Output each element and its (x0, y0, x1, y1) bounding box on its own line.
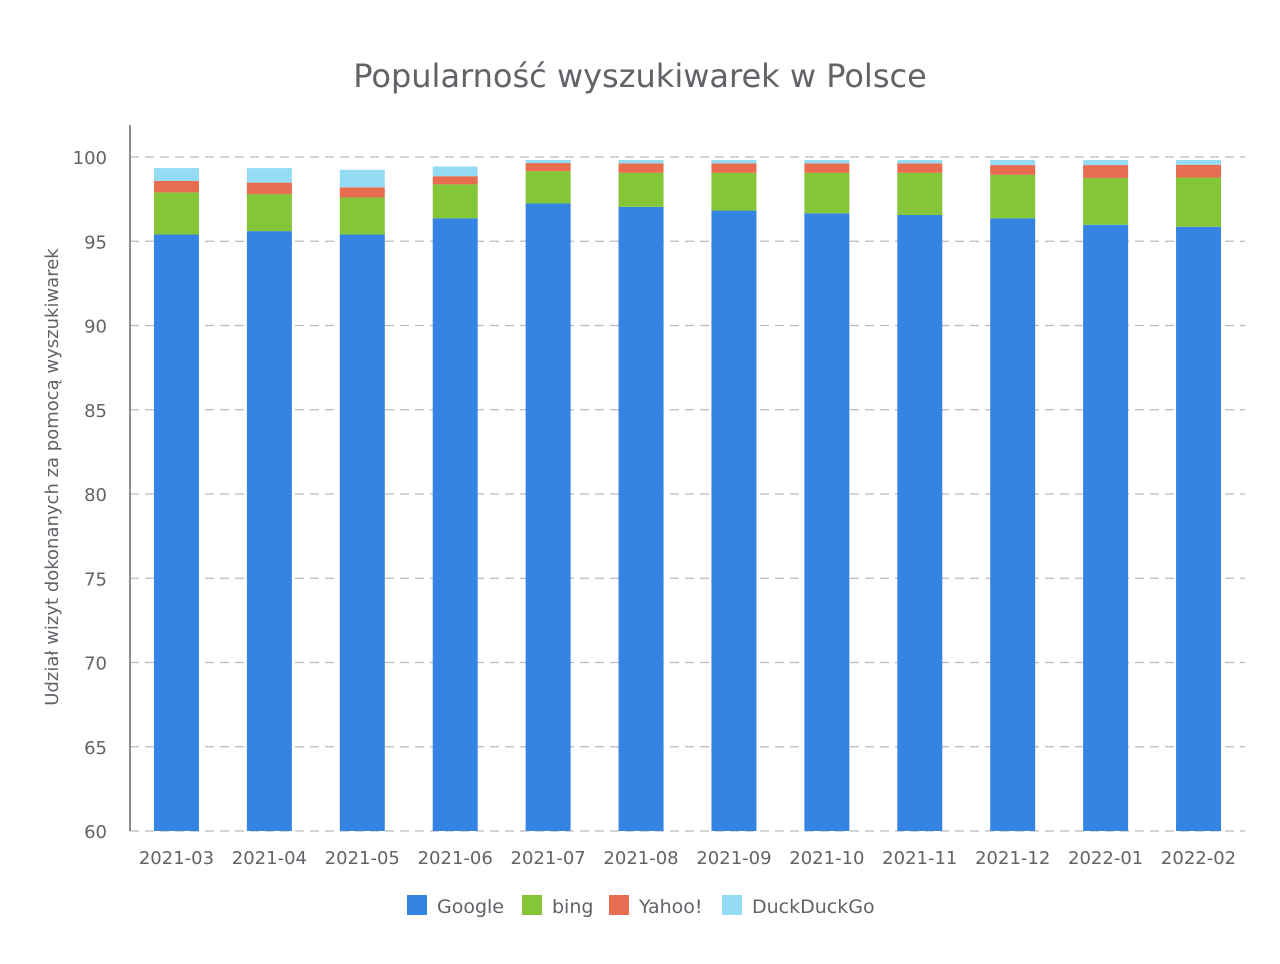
bar-segment-duckduckgo (153, 168, 199, 181)
bar-segment-yahoo (804, 163, 850, 173)
bar-segment-bing (990, 174, 1036, 219)
bar-segment-google (990, 218, 1036, 832)
bar-segment-google (711, 210, 757, 831)
legend-item[interactable]: Google (407, 895, 504, 918)
x-tick-label: 2022-01 (1068, 848, 1143, 869)
legend-item[interactable]: Yahoo! (609, 895, 703, 918)
bar-segment-google (246, 231, 292, 831)
legend-item[interactable]: bing (522, 895, 593, 918)
bar-segment-yahoo (246, 182, 292, 195)
bar-segment-bing (618, 172, 664, 207)
bar-segment-bing (1176, 177, 1222, 227)
bar-segment-duckduckgo (1083, 160, 1129, 166)
y-axis-label: Udział wizyt dokonanych za pomocą wyszuk… (42, 248, 63, 706)
bar-segment-google (525, 203, 571, 832)
bar-segment-duckduckgo (897, 160, 943, 164)
bar-segment-duckduckgo (339, 169, 385, 188)
bar-segment-bing (246, 194, 292, 232)
bar-segment-bing (339, 197, 385, 235)
bar-segment-yahoo (432, 176, 478, 185)
bar-segment-google (339, 234, 385, 831)
bar-segment-yahoo (618, 163, 664, 173)
x-tick-label: 2021-04 (232, 848, 307, 869)
legend-swatch (522, 895, 542, 915)
x-tick-label: 2021-10 (789, 848, 864, 869)
bar-segment-yahoo (153, 180, 199, 193)
bar-segment-yahoo (990, 165, 1036, 175)
y-tick-label: 95 (84, 232, 107, 253)
y-tick-label: 75 (84, 569, 107, 590)
x-tick-label: 2022-02 (1161, 848, 1236, 869)
bar-segment-duckduckgo (711, 160, 757, 164)
bar-segment-bing (525, 171, 571, 204)
bar-segment-duckduckgo (990, 160, 1036, 166)
bar-segment-yahoo (897, 163, 943, 173)
bar-segment-bing (897, 172, 943, 215)
bar-segment-duckduckgo (525, 160, 571, 164)
bar-segment-duckduckgo (618, 160, 664, 164)
legend-label: Google (437, 896, 504, 918)
bar-segment-yahoo (339, 187, 385, 198)
bar-segment-yahoo (1083, 165, 1129, 178)
bar-segment-bing (153, 192, 199, 235)
x-tick-label: 2021-11 (882, 848, 957, 869)
bar-segment-bing (711, 172, 757, 211)
legend-item[interactable]: DuckDuckGo (722, 895, 875, 918)
bar-segment-duckduckgo (246, 168, 292, 183)
x-tick-label: 2021-07 (511, 848, 586, 869)
bar-segment-google (618, 206, 664, 832)
bar-segment-yahoo (525, 163, 571, 172)
legend-swatch (722, 895, 742, 915)
legend-label: DuckDuckGo (752, 896, 875, 918)
x-tick-label: 2021-05 (325, 848, 400, 869)
x-tick-label: 2021-09 (696, 848, 771, 869)
y-tick-label: 100 (73, 148, 107, 169)
bar-segment-duckduckgo (1176, 160, 1222, 165)
legend-label: bing (552, 896, 593, 918)
legend-swatch (609, 895, 629, 915)
chart-title: Popularność wyszukiwarek w Polsce (353, 57, 927, 95)
bar-segment-yahoo (1176, 164, 1222, 178)
bar-segment-duckduckgo (804, 160, 850, 164)
y-tick-label: 60 (84, 822, 107, 843)
y-tick-label: 65 (84, 738, 107, 759)
legend-swatch (407, 895, 427, 915)
y-tick-label: 90 (84, 317, 107, 338)
bar-segment-bing (1083, 177, 1129, 225)
x-tick-label: 2021-03 (139, 848, 214, 869)
bar-segment-yahoo (711, 163, 757, 173)
y-tick-label: 70 (84, 654, 107, 675)
bar-segment-bing (432, 184, 478, 219)
bar-segment-google (804, 213, 850, 832)
bar-segment-google (153, 234, 199, 831)
bar-segment-google (1083, 224, 1129, 831)
legend-label: Yahoo! (638, 896, 703, 918)
bar-segment-google (897, 214, 943, 832)
x-tick-label: 2021-06 (418, 848, 493, 869)
bar-segment-bing (804, 172, 850, 214)
bar-segment-duckduckgo (432, 166, 478, 177)
y-tick-label: 85 (84, 401, 107, 422)
bar-segment-google (1176, 226, 1222, 831)
x-tick-label: 2021-08 (603, 848, 678, 869)
x-tick-label: 2021-12 (975, 848, 1050, 869)
y-tick-label: 80 (84, 485, 107, 506)
bar-segment-google (432, 218, 478, 832)
